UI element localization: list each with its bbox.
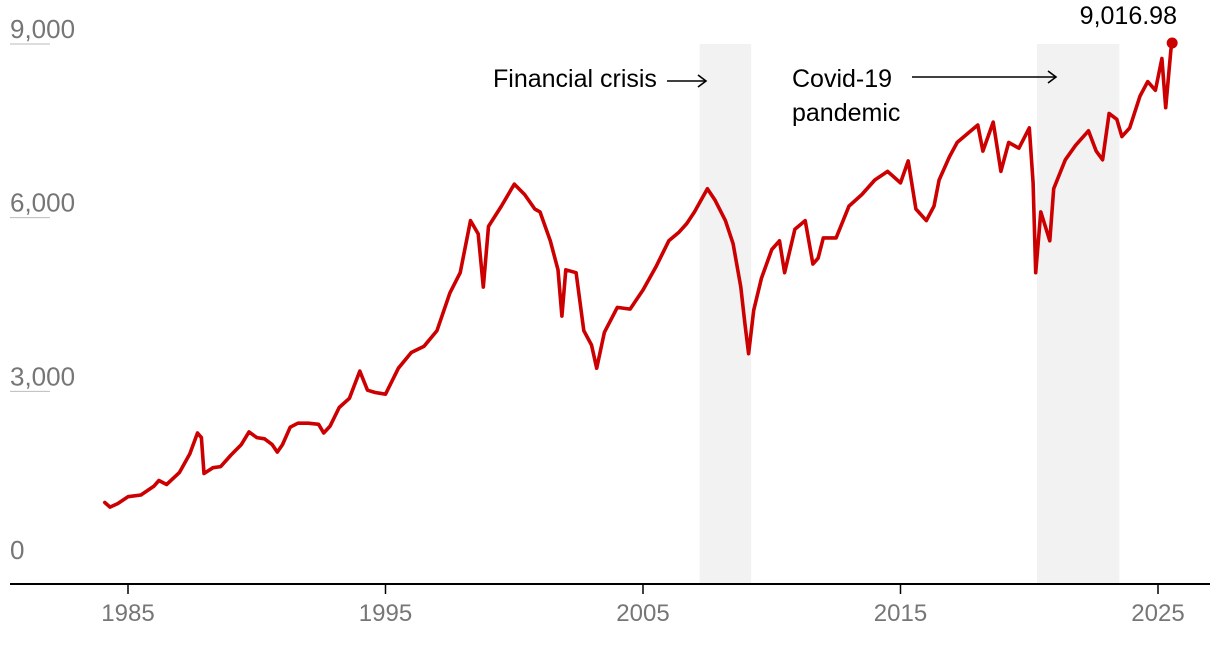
last-value-marker: [1166, 37, 1178, 49]
x-tick-label: 2015: [874, 600, 927, 627]
x-tick-label: 2025: [1131, 600, 1184, 627]
arrow-right-icon: [697, 74, 708, 88]
y-axis: 0 3,000 6,000 9,000: [10, 14, 75, 565]
y-tick-label: 9,000: [10, 14, 75, 44]
last-value-label: 9,016.98: [1080, 2, 1177, 30]
series-layer: [103, 37, 1178, 509]
x-axis: 1985 1995 2005 2015 2025: [101, 584, 1185, 627]
annotation-financial-crisis: Financial crisis: [493, 65, 708, 93]
annotation-financial-crisis-label: Financial crisis: [493, 65, 657, 93]
x-tick-label: 1995: [359, 600, 412, 627]
y-tick-label: 3,000: [10, 361, 75, 391]
y-tick-label: 0: [10, 535, 24, 565]
x-tick-label: 1985: [101, 600, 154, 627]
annotation-covid-label-line-2: pandemic: [792, 99, 900, 127]
arrow-right-icon: [1047, 70, 1058, 84]
shaded-periods: [699, 44, 1120, 584]
series-line-0: [103, 41, 1174, 509]
x-tick-label: 2005: [616, 600, 669, 627]
annotation-covid-pandemic: Covid-19 pandemic: [792, 65, 1058, 127]
annotation-covid-label-line-1: Covid-19: [792, 65, 892, 93]
y-tick-label: 6,000: [10, 188, 75, 218]
